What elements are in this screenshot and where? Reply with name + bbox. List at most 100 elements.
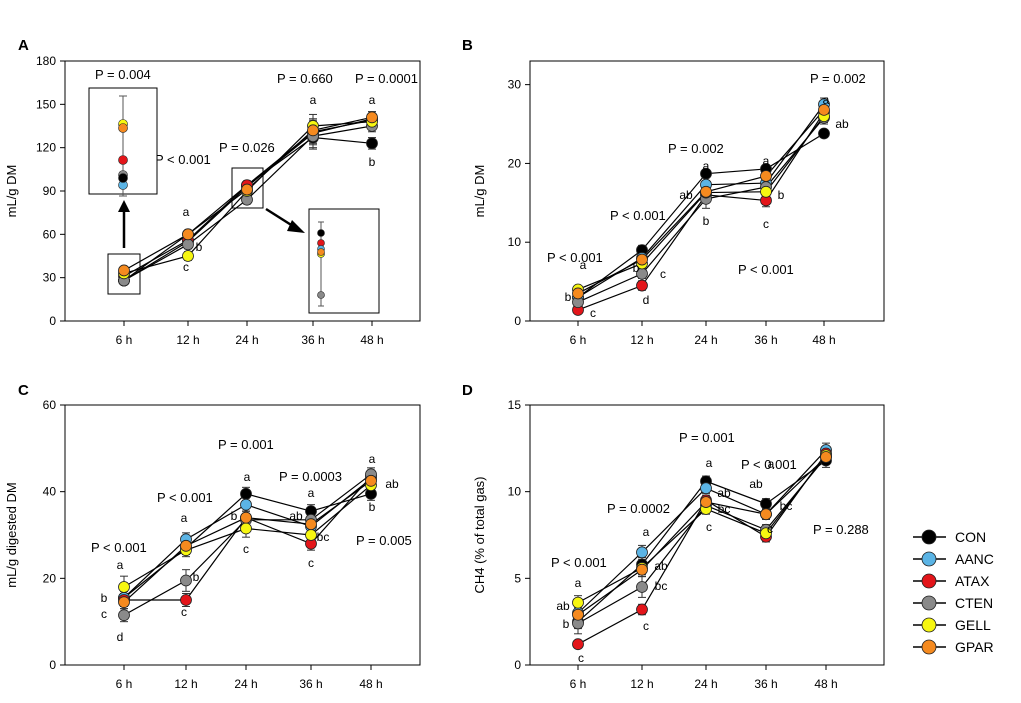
y-tick-label: 180 <box>36 54 56 68</box>
p-value: P = 0.005 <box>356 533 412 548</box>
significance-letter: c <box>308 556 314 570</box>
y-tick-label: 5 <box>514 571 521 585</box>
y-tick-label: 10 <box>508 235 522 249</box>
point-gell <box>760 185 772 198</box>
y-tick-label: 60 <box>43 227 57 241</box>
significance-letter: ab <box>835 117 849 131</box>
significance-letter: c <box>590 306 596 320</box>
point-atax <box>180 594 192 606</box>
y-axis-label: mL/g DM <box>472 165 487 218</box>
y-tick-label: 0 <box>49 314 56 328</box>
y-tick-label: 15 <box>508 398 522 412</box>
significance-letter: a <box>369 93 376 107</box>
point-gpar <box>760 508 772 521</box>
x-tick-label: 48 h <box>814 677 837 691</box>
point-con <box>760 497 772 510</box>
legend-marker-con <box>921 529 937 545</box>
plot-frame <box>529 404 885 666</box>
y-tick-label: 20 <box>508 156 522 170</box>
significance-letter: d <box>643 293 650 307</box>
significance-letter: ab <box>717 486 731 500</box>
significance-letter: a <box>244 470 251 484</box>
point-gell <box>118 581 130 593</box>
x-tick-label: 48 h <box>360 333 383 347</box>
point-gpar <box>118 596 130 609</box>
legend-label-atax: ATAX <box>955 573 990 589</box>
y-axis-label: mL/g DM <box>4 165 19 218</box>
point-gpar <box>636 253 648 266</box>
significance-letter: c <box>763 217 769 231</box>
significance-letter: bc <box>780 499 793 513</box>
p-value: P = 0.004 <box>95 67 151 82</box>
legend-label-aanc: AANC <box>955 551 994 567</box>
significance-letter: a <box>308 486 315 500</box>
p-value: P = 0.002 <box>810 71 866 86</box>
p-value: P = 0.288 <box>813 522 869 537</box>
significance-letter: b <box>231 509 238 523</box>
highlight-box-6h <box>107 253 141 295</box>
p-value: P < 0.001 <box>155 152 211 167</box>
significance-letter: ab <box>385 477 399 491</box>
p-value: P = 0.0003 <box>279 469 342 484</box>
significance-letter: c <box>643 619 649 633</box>
significance-letter: c <box>767 522 773 536</box>
p-value: P = 0.001 <box>679 430 735 445</box>
y-tick-label: 150 <box>36 97 56 111</box>
x-tick-label: 36 h <box>754 677 777 691</box>
legend-marker-gell <box>921 617 937 633</box>
significance-letter: bc <box>655 579 668 593</box>
point-atax <box>636 279 648 292</box>
legend-marker-aanc <box>921 551 937 567</box>
significance-letter: a <box>763 154 770 168</box>
plot-frame <box>64 404 421 666</box>
significance-letter: c <box>183 260 189 274</box>
point-gell <box>305 529 317 541</box>
y-tick-label: 20 <box>43 571 57 585</box>
point-gell <box>760 527 772 540</box>
significance-letter: b <box>565 290 572 304</box>
p-value: P = 0.026 <box>219 140 275 155</box>
p-value: P = 0.660 <box>277 71 333 86</box>
inset-point-gpar <box>118 123 128 133</box>
significance-letter: ab <box>679 188 693 202</box>
significance-letter: a <box>181 511 188 525</box>
inset-point-con <box>118 173 128 183</box>
y-tick-label: 0 <box>514 658 521 672</box>
significance-letter: ab <box>749 477 763 491</box>
x-tick-label: 6 h <box>570 677 587 691</box>
point-atax <box>572 638 584 651</box>
legend-marker-atax <box>921 573 937 589</box>
chart-c: C 0 20 40 60 6 h 12 h 24 h 36 h 48 h mL/g digested… <box>4 382 421 691</box>
significance-letter: b <box>703 214 710 228</box>
significance-letter: a <box>768 457 775 471</box>
y-tick-label: 10 <box>508 485 522 499</box>
inset-point-gpar <box>317 248 325 256</box>
point-gpar <box>307 124 319 137</box>
y-axis-label: mL/g digested DM <box>4 482 19 588</box>
p-value: P = 0.0001 <box>355 71 418 86</box>
significance-letter: a <box>643 525 650 539</box>
point-gpar <box>700 185 712 198</box>
point-gpar <box>180 539 192 552</box>
chart-b: B 0 10 20 30 6 h 12 h 24 h 36 h 48 h mL/g DM P < 0.… <box>462 37 885 347</box>
significance-letter: ab <box>289 509 303 523</box>
y-axis-label: CH4 (% of total gas) <box>472 476 487 593</box>
x-tick-label: 36 h <box>754 333 777 347</box>
panel-label-b: B <box>462 37 473 54</box>
p-value: P < 0.001 <box>738 262 794 277</box>
point-con <box>818 127 830 140</box>
point-gpar <box>366 111 378 124</box>
point-gell <box>182 250 194 262</box>
point-gpar <box>572 608 584 621</box>
point-cten <box>636 581 648 593</box>
significance-letter: ab <box>556 599 570 613</box>
x-tick-label: 36 h <box>301 333 324 347</box>
significance-letter: b <box>563 617 570 631</box>
point-gell <box>240 522 252 535</box>
significance-letter: c <box>578 651 584 665</box>
inset-point-atax <box>118 155 128 165</box>
y-tick-label: 40 <box>43 485 57 499</box>
legend-marker-gpar <box>921 639 937 655</box>
x-tick-label: 48 h <box>812 333 835 347</box>
